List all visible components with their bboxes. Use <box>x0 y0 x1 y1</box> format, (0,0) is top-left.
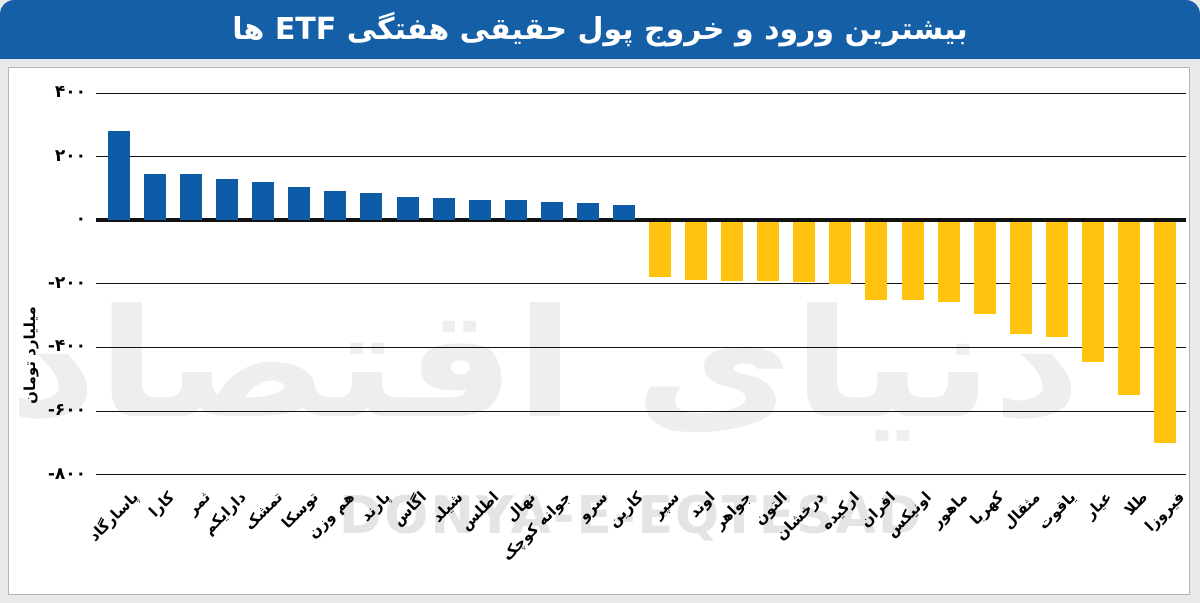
inflow-bar <box>612 204 635 221</box>
inflow-bar <box>252 182 275 221</box>
x-category-label: فیروزا <box>1140 488 1188 535</box>
outflow-bar <box>649 222 672 278</box>
outflow-bar <box>1117 222 1140 396</box>
outflow-bar <box>1154 222 1177 443</box>
inflow-bar <box>216 178 239 221</box>
outflow-bar <box>937 222 960 302</box>
y-tick-label: ۴۰۰ <box>54 82 86 102</box>
inflow-bar <box>504 200 527 221</box>
outflow-bar <box>721 222 744 281</box>
x-category-label: کارا <box>145 488 178 521</box>
inflow-bar <box>360 193 383 221</box>
x-category-label: پاسارگاد <box>84 488 142 545</box>
y-tick-label: -۲۰۰ <box>47 272 86 293</box>
x-category-label: مثقال <box>999 488 1044 533</box>
x-category-label: پارند <box>357 488 395 525</box>
outflow-bar <box>793 222 816 282</box>
gridline <box>96 346 1186 348</box>
gridline <box>96 474 1186 476</box>
x-category-label: اطلس <box>456 488 503 534</box>
inflow-bar <box>540 201 563 221</box>
zero-axis-line <box>96 218 1186 223</box>
outflow-bar <box>829 222 852 284</box>
y-tick-label: ۰ <box>75 209 86 230</box>
gridline <box>96 283 1186 285</box>
y-tick-label: -۶۰۰ <box>47 400 86 420</box>
chart-panel: دنیای اقتصاد DONYA-E-EQTESAD میلیارد توم… <box>8 67 1190 595</box>
outflow-bar <box>757 222 780 282</box>
inflow-bar <box>144 173 167 221</box>
y-tick-label: ۲۰۰ <box>54 145 86 166</box>
chart-title: بیشترین ورود و خروج پول حقیقی هفتگی ETF … <box>232 12 968 47</box>
y-tick-label: -۴۰۰ <box>47 336 86 357</box>
x-category-label: جواهر <box>710 488 755 533</box>
chart-title-band: بیشترین ورود و خروج پول حقیقی هفتگی ETF … <box>0 0 1200 59</box>
x-category-label: عیار <box>1081 488 1116 523</box>
gridline <box>96 92 1186 94</box>
inflow-bar <box>180 174 203 221</box>
outflow-bar <box>1045 222 1068 337</box>
inflow-bar <box>108 131 130 221</box>
inflow-bar <box>396 196 419 221</box>
x-category-label: اگاس <box>389 488 431 530</box>
x-category-label: ماهور <box>927 488 972 532</box>
x-category-label: سپر <box>648 488 683 523</box>
inflow-bar <box>432 197 455 221</box>
x-category-label: ارکیده <box>817 488 864 534</box>
x-category-label: یاقوت <box>1034 488 1080 533</box>
outflow-bar <box>865 222 888 300</box>
outflow-bar <box>901 222 924 301</box>
x-category-label: تمشک <box>240 488 287 534</box>
inflow-bar <box>288 187 311 221</box>
plot-area: ۴۰۰ ۲۰۰ ۰ -۲۰۰ -۴۰۰ -۶۰۰ -۸۰۰ پاسارگاد کارا ثمر دا… <box>9 68 1191 596</box>
gridline <box>96 410 1186 412</box>
x-category-label: طلا <box>1120 488 1152 519</box>
gridline <box>96 156 1186 158</box>
outflow-bar <box>973 222 996 314</box>
inflow-bar <box>576 203 599 221</box>
outflow-bar <box>1009 222 1032 335</box>
inflow-bar <box>468 200 491 221</box>
inflow-bar <box>324 191 347 221</box>
outflow-bar <box>1081 222 1104 362</box>
y-tick-label: -۸۰۰ <box>47 463 86 484</box>
x-category-label: کارین <box>604 488 647 531</box>
outflow-bar <box>685 222 708 280</box>
